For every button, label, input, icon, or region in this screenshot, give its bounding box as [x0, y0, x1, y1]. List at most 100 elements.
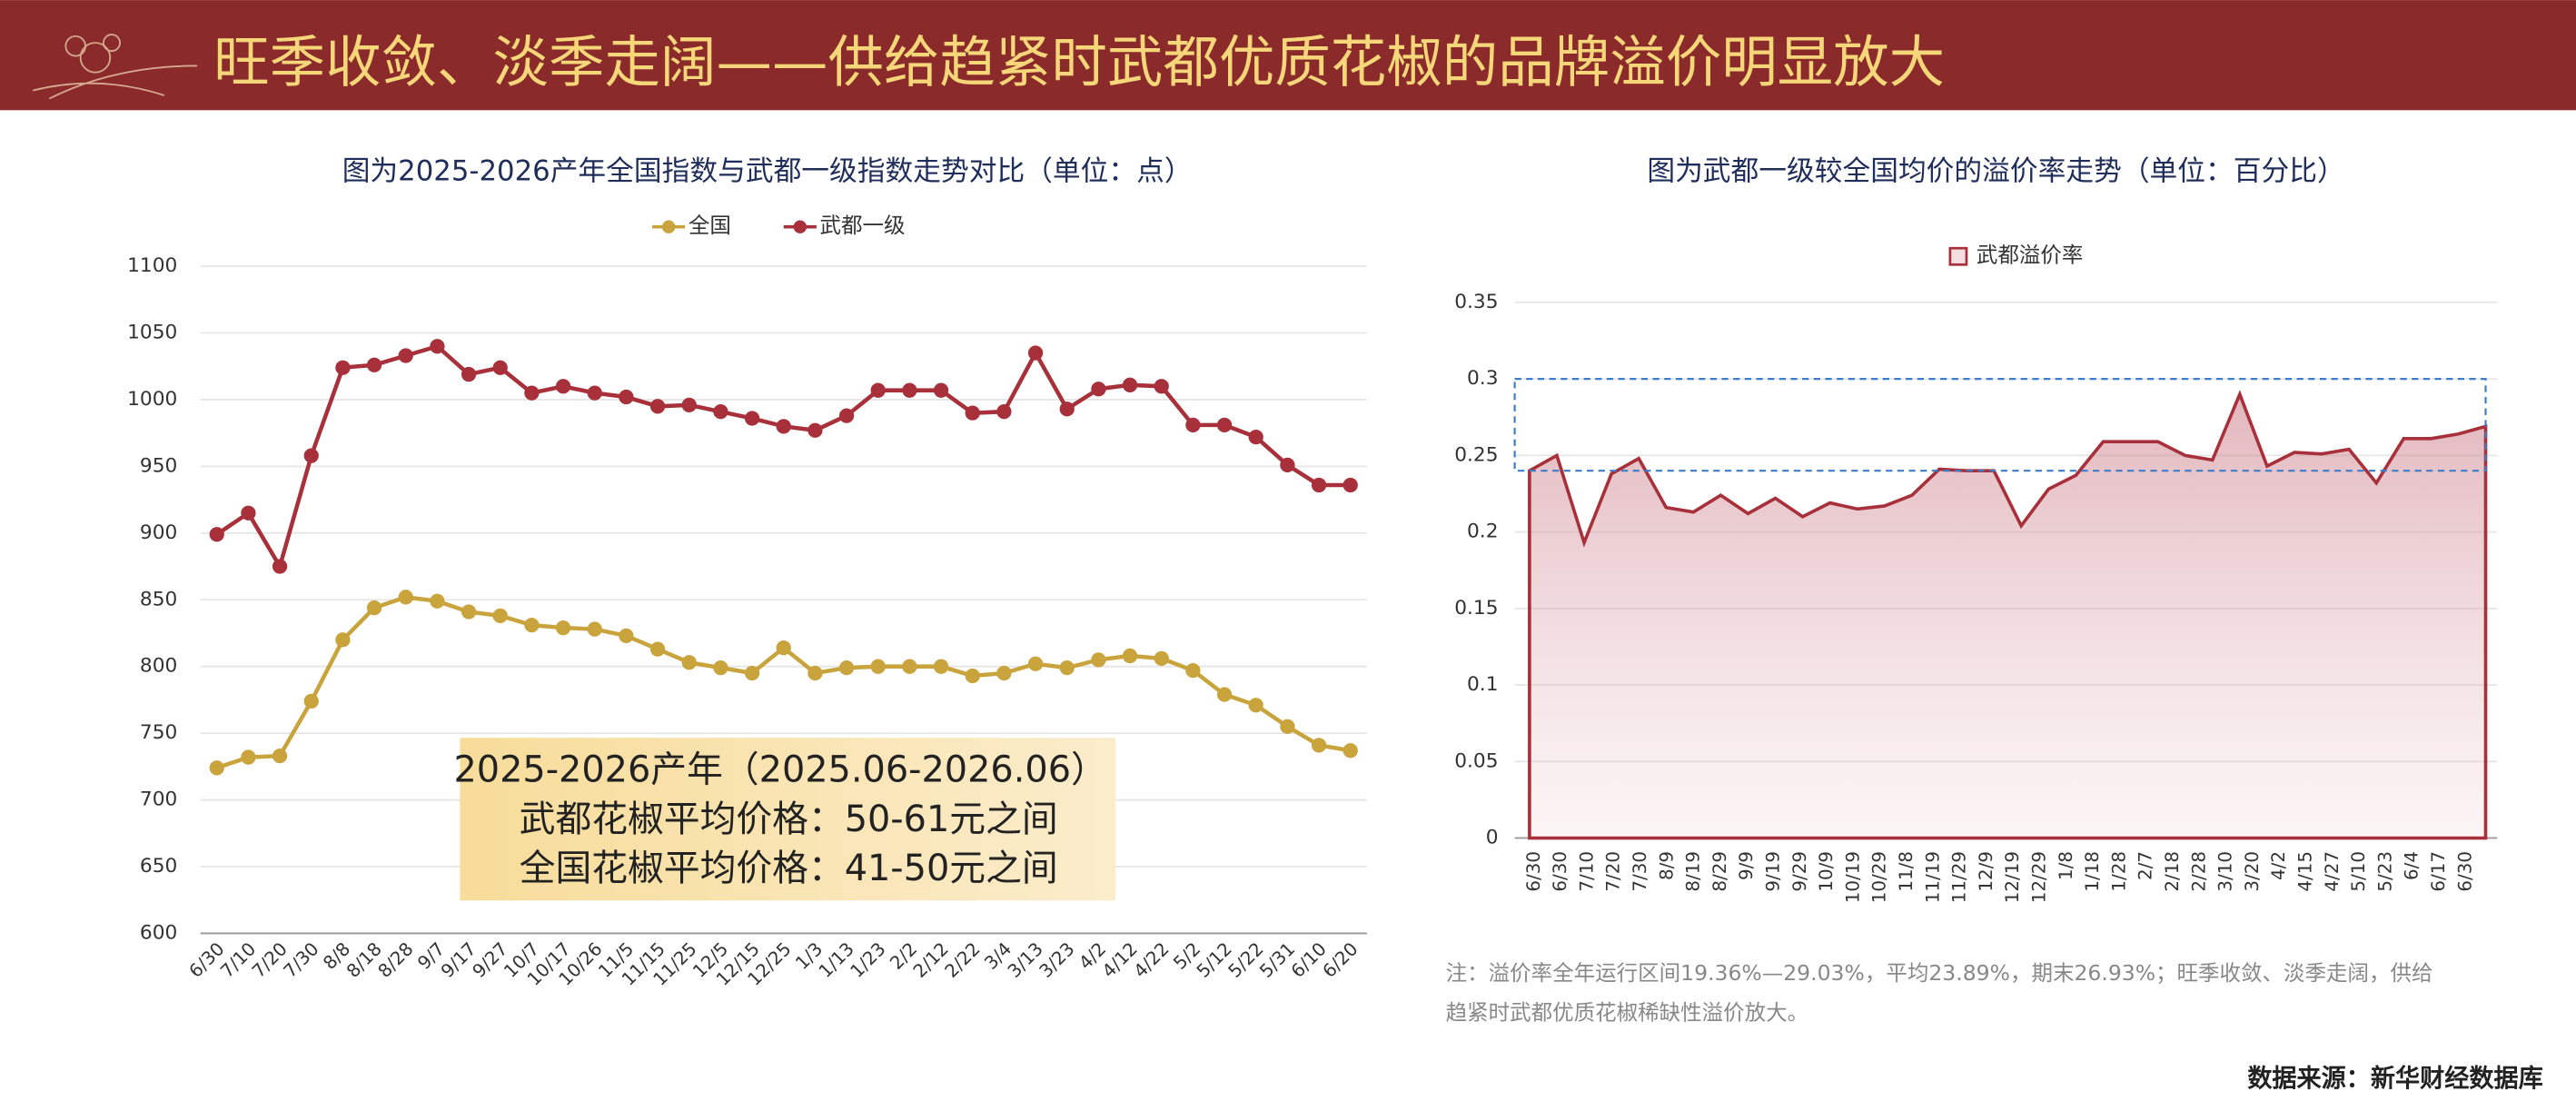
data-point	[1342, 477, 1358, 493]
data-point	[1216, 687, 1233, 702]
data-point	[619, 389, 634, 405]
y-tick-label: 600	[140, 921, 177, 944]
data-point	[241, 505, 256, 521]
x-tick-label: 2/22	[941, 938, 985, 982]
y-tick-label: 950	[140, 454, 177, 477]
x-tick-label: 5/23	[2374, 851, 2395, 892]
data-point	[870, 659, 886, 674]
data-point	[776, 419, 791, 434]
x-tick-label: 1/23	[847, 938, 890, 982]
x-tick-label: 12/9	[1976, 851, 1996, 892]
x-tick-label: 7/30	[1630, 851, 1650, 892]
data-point	[272, 748, 288, 764]
data-point	[1280, 457, 1295, 473]
data-point	[303, 448, 319, 463]
data-point	[902, 382, 917, 398]
y-tick-label: 0.2	[1467, 521, 1499, 543]
y-tick-label: 750	[140, 721, 177, 744]
data-point	[838, 660, 855, 676]
data-point	[681, 655, 697, 670]
x-tick-label: 4/2	[2268, 851, 2289, 880]
data-point	[209, 527, 224, 542]
data-point	[555, 620, 571, 636]
y-tick-label: 0.1	[1467, 673, 1499, 696]
data-point	[649, 641, 666, 657]
data-point	[744, 411, 760, 426]
data-point	[1154, 650, 1169, 667]
x-tick-label: 4/27	[2322, 851, 2343, 892]
x-tick-label: 10/29	[1869, 851, 1890, 903]
data-point	[965, 405, 980, 421]
y-tick-label: 0.25	[1454, 443, 1498, 466]
x-tick-label: 4/22	[1130, 938, 1174, 982]
data-point	[965, 668, 980, 684]
annotation-box	[460, 738, 1116, 901]
x-tick-label: 4/15	[2295, 851, 2316, 892]
data-point	[398, 590, 413, 605]
data-point	[1027, 656, 1044, 671]
x-tick-label: 7/30	[280, 938, 323, 982]
data-point	[587, 621, 602, 637]
data-point	[681, 397, 697, 412]
x-tick-label: 9/19	[1763, 851, 1784, 892]
note: 注：溢价率全年运行区间19.36%—29.03%，平均23.89%，期末26.9…	[1446, 960, 2433, 986]
data-point	[1122, 648, 1138, 664]
data-point	[209, 760, 224, 776]
x-tick-label: 8/9	[1656, 851, 1677, 880]
data-point	[838, 408, 855, 423]
data-point	[335, 360, 351, 375]
chart-title: 图为武都一级较全国均价的溢价率走势（单位：百分比）	[1647, 155, 2344, 188]
y-tick-label: 700	[140, 789, 177, 811]
data-point	[870, 382, 886, 398]
y-tick-label: 0.15	[1454, 597, 1498, 620]
x-tick-label: 6/30	[2454, 851, 2475, 892]
data-point	[587, 385, 602, 401]
data-point	[461, 366, 477, 382]
data-point	[713, 660, 728, 676]
legend-swatch	[1948, 246, 1968, 266]
data-point	[619, 628, 634, 644]
data-point	[1311, 738, 1327, 753]
x-tick-label: 3/10	[2215, 851, 2236, 892]
data-point	[1216, 417, 1233, 433]
data-point	[807, 665, 823, 681]
x-tick-label: 8/28	[374, 938, 418, 982]
data-point	[461, 604, 477, 620]
y-tick-label: 0.35	[1454, 291, 1498, 313]
series-area	[1528, 390, 2488, 840]
data-point	[1091, 382, 1106, 397]
data-point	[1311, 477, 1327, 493]
data-point	[366, 600, 382, 616]
x-tick-label: 1/8	[2056, 851, 2076, 880]
data-point	[1027, 345, 1044, 361]
x-tick-label: 10/9	[1816, 851, 1837, 892]
data-point	[807, 422, 823, 438]
data-point	[398, 348, 413, 363]
x-tick-label: 2/7	[2135, 851, 2156, 880]
x-tick-label: 2/18	[2162, 851, 2183, 892]
x-tick-label: 6/30	[1550, 851, 1570, 892]
header-bar	[0, 0, 2576, 111]
x-tick-label: 5/10	[2348, 851, 2369, 892]
data-point	[713, 404, 728, 420]
y-tick-label: 1000	[127, 388, 177, 411]
note: 趋紧时武都优质花椒稀缺性溢价放大。	[1446, 1000, 1809, 1026]
x-tick-label: 11/8	[1896, 851, 1917, 892]
legend-label: 武都溢价率	[1977, 243, 2084, 268]
data-point	[430, 339, 445, 354]
y-tick-label: 850	[140, 588, 177, 610]
data-point	[902, 659, 917, 674]
x-tick-label: 10/19	[1842, 851, 1863, 903]
y-tick-label: 650	[140, 855, 177, 878]
x-tick-label: 1/28	[2108, 851, 2129, 892]
x-tick-label: 12/29	[2029, 851, 2050, 903]
x-tick-label: 1/18	[2082, 851, 2103, 892]
data-point	[241, 749, 256, 765]
x-tick-label: 3/20	[2242, 851, 2263, 892]
x-tick-label: 6/30	[1523, 851, 1544, 892]
x-tick-label: 6/20	[1319, 938, 1362, 982]
data-point	[744, 665, 760, 681]
x-tick-label: 8/19	[1683, 851, 1704, 892]
data-point	[1059, 402, 1075, 417]
